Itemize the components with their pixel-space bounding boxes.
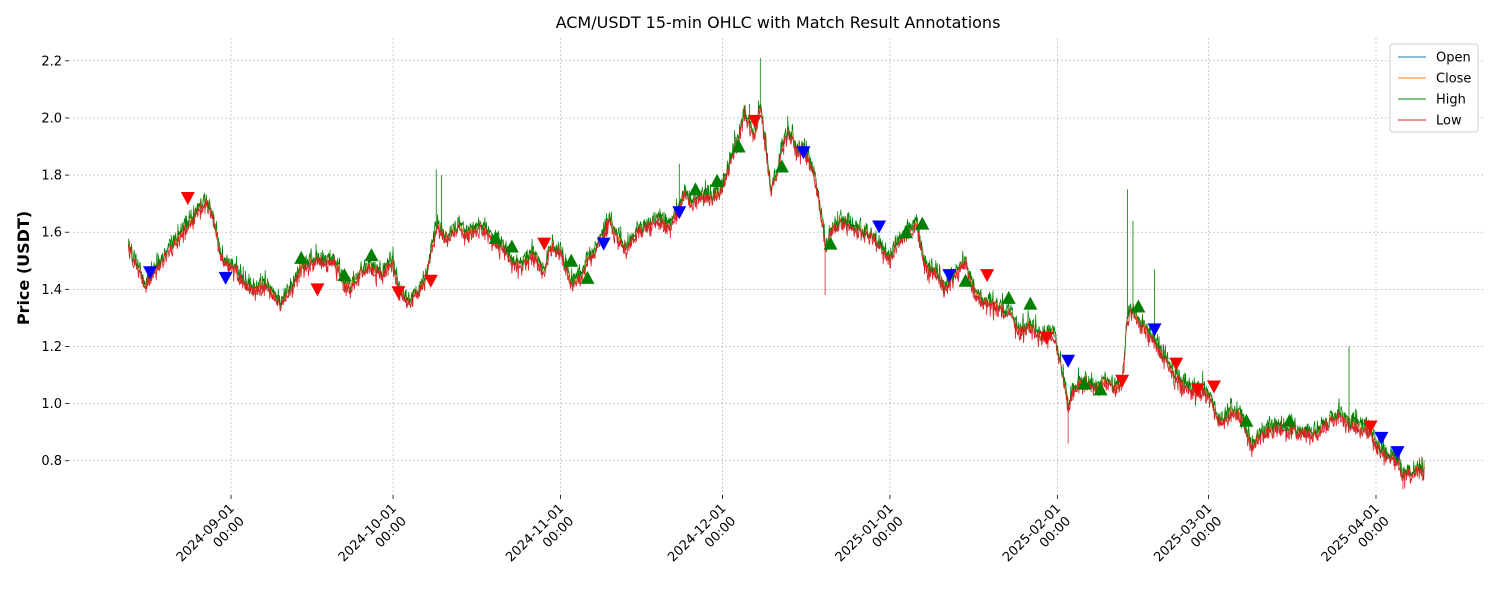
y-tick-label: 1.0 [41,397,62,412]
low-series-line [128,106,1425,489]
up-triangle-marker [688,182,703,196]
down-triangle-marker [310,283,325,297]
up-triangle-marker [823,236,838,250]
down-triangle-marker [980,269,995,283]
chart-title: ACM/USDT 15-min OHLC with Match Result A… [556,13,1001,32]
y-tick-label: 1.2 [41,340,62,355]
up-triangle-marker [899,225,914,239]
down-triangle-marker [423,274,438,288]
down-triangle-marker [143,266,158,280]
down-triangle-marker [1115,374,1130,388]
down-triangle-marker [1169,357,1184,371]
annotation-marker-layer [143,114,1405,460]
up-triangle-marker [504,239,519,253]
y-axis-label: Price (USDT) [14,211,33,325]
up-triangle-marker [580,270,595,284]
down-triangle-marker [1190,383,1205,397]
legend-box [1389,43,1479,133]
up-triangle-marker [564,253,579,267]
legend-label-open: Open [1436,51,1471,66]
down-triangle-marker [1363,420,1378,434]
legend-label-close: Close [1436,72,1471,87]
y-tick-label: 0.8 [41,454,62,469]
down-triangle-marker [1390,446,1405,460]
up-triangle-marker [915,216,930,230]
down-triangle-marker [537,237,552,251]
up-triangle-marker [364,248,379,262]
y-tick-label: 2.2 [41,54,62,69]
down-triangle-marker [1374,431,1389,445]
down-triangle-marker [596,237,611,251]
y-tick-label: 1.8 [41,169,62,184]
down-triangle-marker [218,271,233,285]
legend-label-low: Low [1436,114,1462,129]
legend: Open Close High Low [1389,43,1479,133]
up-triangle-marker [1077,376,1092,390]
up-triangle-marker [731,139,746,153]
down-triangle-marker [1206,380,1221,394]
down-triangle-marker [747,114,762,128]
down-triangle-marker [1039,331,1054,345]
y-tick-label: 1.4 [41,283,62,298]
up-triangle-marker [1023,296,1038,310]
y-tick-label: 2.0 [41,111,62,126]
up-triangle-marker [774,159,789,173]
down-triangle-marker [796,146,811,160]
down-triangle-marker [180,191,195,205]
down-triangle-marker [1147,323,1162,337]
y-tick-label: 1.6 [41,226,62,241]
up-triangle-marker [488,230,503,244]
up-triangle-marker [710,173,725,187]
up-triangle-marker [958,273,973,287]
down-triangle-marker [942,269,957,283]
down-triangle-marker [1061,354,1076,368]
up-triangle-marker [1282,413,1297,427]
down-triangle-marker [391,286,406,300]
down-triangle-marker [672,206,687,220]
up-triangle-marker [1001,290,1016,304]
down-triangle-marker [872,220,887,234]
up-triangle-marker [1093,382,1108,396]
up-triangle-marker [294,250,309,264]
up-triangle-marker [337,268,352,282]
legend-label-high: High [1436,93,1466,108]
up-triangle-marker [1239,413,1254,427]
up-triangle-marker [1131,299,1146,313]
